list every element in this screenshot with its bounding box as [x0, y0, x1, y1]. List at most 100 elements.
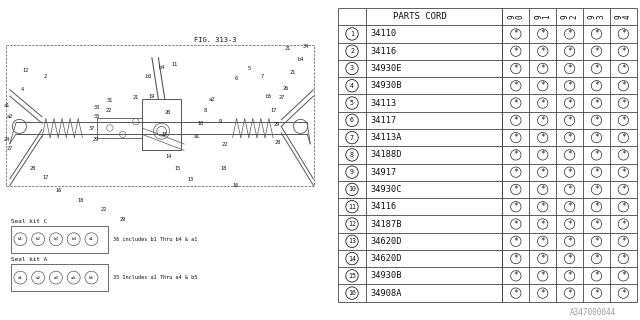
Text: *: * [567, 99, 572, 108]
Text: 24: 24 [3, 137, 10, 142]
Text: 7: 7 [260, 74, 263, 79]
Text: 9
4: 9 4 [614, 14, 632, 19]
Text: 21: 21 [285, 45, 291, 51]
Text: *: * [621, 220, 626, 228]
Text: 9
3: 9 3 [588, 14, 605, 19]
Text: 20: 20 [165, 109, 171, 115]
Text: 18: 18 [77, 197, 84, 203]
Text: *: * [513, 99, 518, 108]
Text: *: * [513, 220, 518, 228]
Text: Seal kit A: Seal kit A [12, 257, 47, 262]
Text: 14: 14 [165, 154, 171, 159]
Text: *: * [567, 271, 572, 280]
Text: *: * [567, 29, 572, 38]
Text: *: * [513, 202, 518, 211]
Text: *: * [594, 254, 599, 263]
Text: 13: 13 [188, 177, 194, 182]
Text: 16: 16 [55, 188, 61, 193]
Text: 34188D: 34188D [370, 150, 402, 159]
Text: 17: 17 [42, 175, 49, 180]
Text: b5: b5 [265, 93, 271, 99]
Text: 21: 21 [289, 69, 296, 75]
Text: *: * [621, 47, 626, 56]
Text: 16: 16 [233, 183, 239, 188]
Text: *: * [567, 220, 572, 228]
Text: *: * [594, 185, 599, 194]
Text: 29: 29 [273, 122, 280, 127]
Text: *: * [513, 289, 518, 298]
Text: *: * [540, 133, 545, 142]
Text: 2: 2 [44, 74, 47, 79]
Text: 4: 4 [21, 87, 24, 92]
Text: *: * [594, 271, 599, 280]
Bar [6, 45, 314, 186]
Text: 18: 18 [220, 165, 226, 171]
Text: *: * [540, 47, 545, 56]
Text: 28: 28 [29, 165, 35, 171]
Text: *: * [513, 271, 518, 280]
Text: 34: 34 [302, 44, 308, 49]
Text: *: * [594, 133, 599, 142]
Text: 15: 15 [348, 273, 356, 279]
Text: *: * [594, 81, 599, 90]
Text: *: * [540, 220, 545, 228]
Text: *: * [621, 202, 626, 211]
Text: 35 Includes a1 Thru a4 & b5: 35 Includes a1 Thru a4 & b5 [113, 275, 198, 280]
Text: 5: 5 [350, 100, 354, 106]
Text: *: * [513, 29, 518, 38]
Text: *: * [567, 64, 572, 73]
Text: 9: 9 [350, 169, 354, 175]
Text: 14: 14 [348, 256, 356, 261]
Text: 16: 16 [348, 290, 356, 296]
Text: *: * [513, 64, 518, 73]
Text: 29: 29 [92, 137, 99, 142]
Text: 9
0: 9 0 [507, 14, 525, 19]
Text: 29: 29 [120, 217, 126, 222]
Text: 9
2: 9 2 [561, 14, 579, 19]
Text: *: * [513, 168, 518, 177]
Text: 34113A: 34113A [370, 133, 402, 142]
Text: 11: 11 [348, 204, 356, 210]
Text: 28: 28 [275, 140, 281, 145]
Text: 12: 12 [23, 68, 29, 73]
Text: *: * [540, 185, 545, 194]
Text: 36 includes b1 Thru b4 & a1: 36 includes b1 Thru b4 & a1 [113, 237, 198, 242]
Text: *: * [567, 185, 572, 194]
Text: a3: a3 [53, 276, 58, 280]
Text: 34110: 34110 [370, 29, 397, 38]
Text: 15: 15 [175, 165, 181, 171]
Text: *: * [621, 116, 626, 125]
Text: b3: b3 [145, 74, 152, 79]
Text: PARTS CORD: PARTS CORD [393, 12, 447, 21]
Text: *: * [621, 254, 626, 263]
Text: a2: a2 [6, 114, 13, 119]
Text: 34113: 34113 [370, 99, 397, 108]
Text: 34117: 34117 [370, 116, 397, 125]
Text: a1: a1 [194, 133, 200, 139]
Text: *: * [513, 237, 518, 246]
Text: 34930E: 34930E [370, 64, 402, 73]
Text: 34620D: 34620D [370, 237, 402, 246]
Text: 9
1: 9 1 [534, 14, 552, 19]
Text: *: * [540, 168, 545, 177]
Text: a4: a4 [71, 276, 76, 280]
Text: *: * [540, 64, 545, 73]
Text: *: * [513, 150, 518, 159]
Text: 12: 12 [348, 221, 356, 227]
Text: b1: b1 [18, 237, 23, 241]
Text: b4: b4 [298, 57, 304, 62]
Text: *: * [621, 64, 626, 73]
Text: *: * [540, 254, 545, 263]
Text: a2: a2 [36, 276, 40, 280]
Text: a1: a1 [18, 276, 23, 280]
Text: 19: 19 [148, 93, 155, 99]
Text: *: * [540, 150, 545, 159]
Text: *: * [594, 64, 599, 73]
Text: 26: 26 [283, 85, 289, 91]
Text: *: * [513, 133, 518, 142]
Text: 11: 11 [172, 61, 178, 67]
Text: *: * [567, 237, 572, 246]
Text: *: * [567, 150, 572, 159]
Text: *: * [540, 271, 545, 280]
Text: *: * [594, 237, 599, 246]
